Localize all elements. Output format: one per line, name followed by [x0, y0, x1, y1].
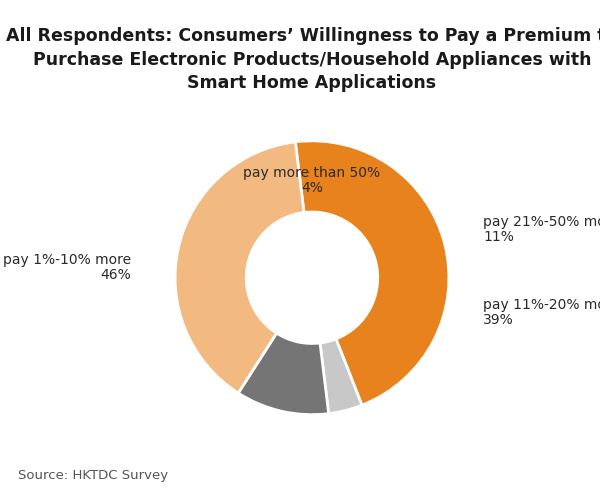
Text: 11%: 11% — [483, 229, 514, 244]
Text: 4%: 4% — [301, 180, 323, 194]
Text: pay 1%-10% more: pay 1%-10% more — [3, 253, 131, 267]
Wedge shape — [320, 339, 362, 414]
Wedge shape — [295, 142, 449, 406]
Text: pay more than 50%: pay more than 50% — [244, 165, 380, 179]
Wedge shape — [175, 142, 304, 393]
Title: All Respondents: Consumers’ Willingness to Pay a Premium to
Purchase Electronic : All Respondents: Consumers’ Willingness … — [7, 27, 600, 92]
Text: pay 21%-50% more: pay 21%-50% more — [483, 214, 600, 228]
Text: 46%: 46% — [101, 268, 131, 282]
Text: pay 11%-20% more: pay 11%-20% more — [483, 298, 600, 312]
Text: Source: HKTDC Survey: Source: HKTDC Survey — [18, 468, 168, 481]
Wedge shape — [238, 333, 329, 415]
Text: 39%: 39% — [483, 313, 514, 327]
